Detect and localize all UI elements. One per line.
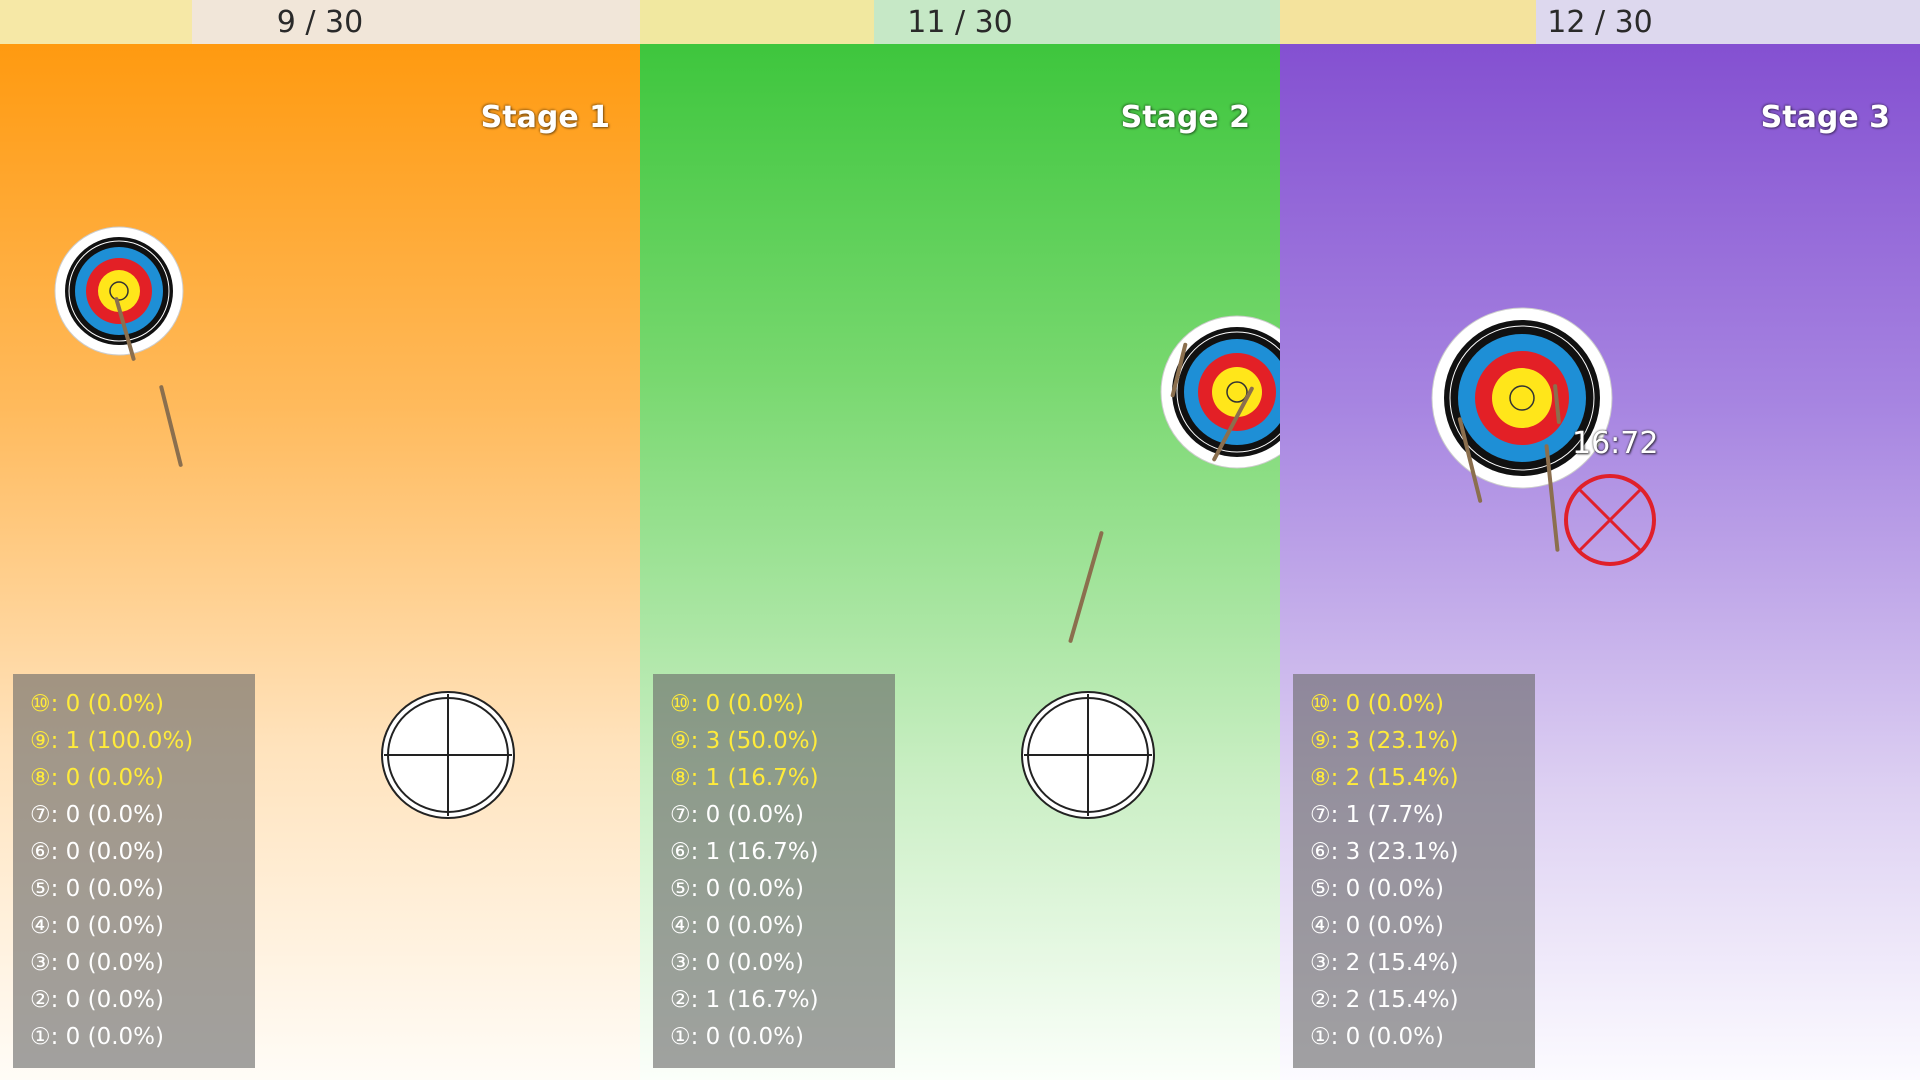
progress-bar-fill [0,0,640,44]
archery-target-icon[interactable] [1115,270,1280,514]
score-row-5: ⑤: 0 (0.0%) [30,876,165,902]
score-row-3: ③: 2 (15.4%) [1310,950,1459,976]
shot-counter: 9 / 30 [276,5,364,40]
score-row-6: ⑥: 0 (0.0%) [30,839,165,865]
progress-bar-fill [1280,0,1920,44]
score-stats-panel: ⑩: 0 (0.0%) ⑨: 3 (50.0%) ⑧: 1 (16.7%) ⑦:… [653,674,895,1068]
score-row-8: ⑧: 1 (16.7%) [670,765,819,791]
stage-3-panel: 12 / 30 Stage 3 16:72 ⑩: 0 (0.0%) ⑨: 3 (… [1280,0,1920,1080]
score-row-6: ⑥: 3 (23.1%) [1310,839,1459,865]
score-row-7: ⑦: 0 (0.0%) [670,802,805,828]
timer-readout: 16:72 [1572,426,1659,461]
miss-marker-icon [1564,474,1656,566]
score-row-1: ①: 0 (0.0%) [670,1024,805,1050]
score-row-9: ⑨: 3 (50.0%) [670,728,819,754]
score-row-9: ⑨: 1 (100.0%) [30,728,194,754]
progress-bar [0,0,640,44]
score-row-1: ①: 0 (0.0%) [30,1024,165,1050]
score-row-4: ④: 0 (0.0%) [30,913,165,939]
stage-2-panel: 11 / 30 Stage 2 ⑩: 0 (0.0%) ⑨: 3 (50.0%)… [640,0,1280,1080]
playfield[interactable]: Stage 1 [0,44,640,1080]
score-row-2: ②: 2 (15.4%) [1310,987,1459,1013]
score-row-10: ⑩: 0 (0.0%) [670,691,805,717]
archery-target-icon[interactable] [1430,306,1614,490]
score-row-10: ⑩: 0 (0.0%) [30,691,165,717]
score-row-5: ⑤: 0 (0.0%) [1310,876,1445,902]
shot-counter: 11 / 30 [907,5,1013,40]
crosshair-icon[interactable] [1020,690,1156,820]
score-row-7: ⑦: 0 (0.0%) [30,802,165,828]
score-stats-panel: ⑩: 0 (0.0%) ⑨: 1 (100.0%) ⑧: 0 (0.0%) ⑦:… [13,674,255,1068]
score-row-4: ④: 0 (0.0%) [1310,913,1445,939]
score-row-6: ⑥: 1 (16.7%) [670,839,819,865]
score-row-8: ⑧: 2 (15.4%) [1310,765,1459,791]
score-row-4: ④: 0 (0.0%) [670,913,805,939]
stage-1-panel: 9 / 30 Stage 1 ⑩: 0 (0.0%) ⑨: 1 (100.0%)… [0,0,640,1080]
progress-bar-fill [640,0,1280,44]
score-row-10: ⑩: 0 (0.0%) [1310,691,1445,717]
score-row-2: ②: 1 (16.7%) [670,987,819,1013]
score-row-5: ⑤: 0 (0.0%) [670,876,805,902]
progress-bar [1280,0,1920,44]
score-row-3: ③: 0 (0.0%) [30,950,165,976]
score-row-2: ②: 0 (0.0%) [30,987,165,1013]
stage-title: Stage 2 [1120,100,1250,135]
score-stats-panel: ⑩: 0 (0.0%) ⑨: 3 (23.1%) ⑧: 2 (15.4%) ⑦:… [1293,674,1535,1068]
score-row-3: ③: 0 (0.0%) [670,950,805,976]
stage-title: Stage 3 [1760,100,1890,135]
arrow-shaft-icon [1068,530,1104,644]
archery-target-icon[interactable] [54,226,184,356]
crosshair-icon[interactable] [380,690,516,820]
score-row-7: ⑦: 1 (7.7%) [1310,802,1445,828]
progress-bar [640,0,1280,44]
score-row-1: ①: 0 (0.0%) [1310,1024,1445,1050]
arrow-shaft-icon [158,384,184,468]
score-row-9: ⑨: 3 (23.1%) [1310,728,1459,754]
score-row-8: ⑧: 0 (0.0%) [30,765,165,791]
shot-counter: 12 / 30 [1547,5,1653,40]
stage-title: Stage 1 [480,100,610,135]
playfield[interactable]: Stage 3 16:72 [1280,44,1920,1080]
